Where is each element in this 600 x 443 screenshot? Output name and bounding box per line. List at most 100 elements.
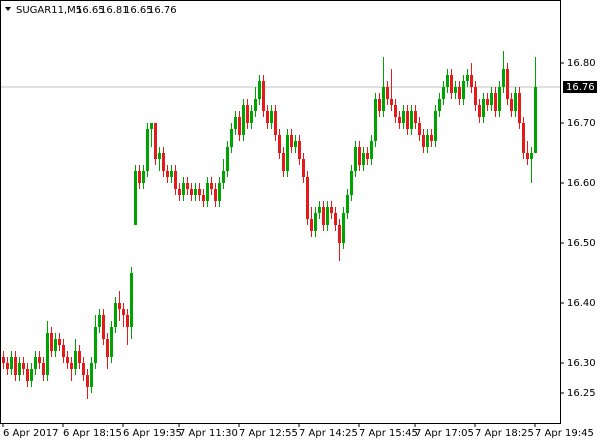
candle-body (534, 87, 537, 153)
y-tick-label: 16.30 (567, 358, 596, 369)
candle-body (502, 69, 505, 87)
candle-body (18, 363, 21, 375)
candle-body (106, 339, 109, 357)
candle-body (138, 171, 141, 183)
candle-body (394, 105, 397, 117)
candle-body (426, 135, 429, 147)
x-tick-label: 7 Apr 12:55 (239, 428, 298, 439)
candle-body (42, 363, 45, 375)
candle-body (178, 189, 181, 195)
candle-body (6, 363, 9, 369)
candle-body (258, 81, 261, 99)
candle-body (102, 315, 105, 339)
candle-body (306, 177, 309, 219)
candle-body (298, 141, 301, 159)
candle-body (222, 171, 225, 183)
candle-body (162, 153, 165, 171)
candle-body (442, 87, 445, 99)
candle-body (342, 213, 345, 243)
header-value: 16.65 (124, 5, 153, 16)
current-price-label: 16.76 (566, 82, 595, 93)
candle-body (62, 345, 65, 357)
current-price-box (563, 81, 597, 93)
candle-body (454, 87, 457, 93)
candle-body (410, 111, 413, 129)
candle-body (418, 123, 421, 135)
candle-body (170, 171, 173, 177)
candle-body (374, 99, 377, 141)
candle-body (66, 357, 69, 363)
candle-body (358, 147, 361, 165)
candle-body (238, 117, 241, 135)
candle-body (290, 135, 293, 147)
x-tick-label: 7 Apr 19:45 (535, 428, 594, 439)
candle-body (378, 99, 381, 111)
candle-body (262, 81, 265, 111)
candle-body (230, 129, 233, 147)
header-value: 16.81 (100, 5, 129, 16)
candle-body (370, 141, 373, 159)
candle-body (30, 369, 33, 381)
candle-body (246, 105, 249, 123)
candle-body (310, 219, 313, 231)
x-tick-label: 6 Apr 18:15 (63, 428, 122, 439)
candle-body (2, 357, 5, 363)
candle-body (386, 87, 389, 99)
candle-body (186, 183, 189, 189)
y-tick-label: 16.60 (567, 178, 596, 189)
x-tick-label: 7 Apr 14:25 (299, 428, 358, 439)
candle-body (142, 171, 145, 183)
candle-body (474, 87, 477, 105)
candle-body (530, 153, 533, 159)
candle-body (234, 117, 237, 129)
candle-body (114, 303, 117, 327)
candle-body (126, 315, 129, 327)
candle-body (362, 153, 365, 165)
candle-body (522, 123, 525, 153)
candle-body (190, 189, 193, 195)
candle-body (398, 117, 401, 123)
candle-body (194, 189, 197, 195)
candle-body (210, 183, 213, 189)
candle-body (346, 195, 349, 213)
candle-body (274, 111, 277, 135)
candle-body (406, 111, 409, 129)
x-tick-label: 7 Apr 15:45 (359, 428, 418, 439)
candle-body (58, 339, 61, 345)
candle-body (250, 111, 253, 123)
y-tick-label: 16.50 (567, 238, 596, 249)
candle-body (154, 123, 157, 159)
candle-body (158, 153, 161, 159)
candle-body (54, 339, 57, 351)
candle-body (286, 135, 289, 171)
candle-body (174, 171, 177, 189)
x-tick-label: 7 Apr 17:05 (415, 428, 474, 439)
candle-body (94, 327, 97, 363)
x-tick-label: 7 Apr 11:30 (179, 428, 238, 439)
candle-body (242, 105, 245, 135)
candle-body (226, 147, 229, 171)
candle-body (86, 375, 89, 387)
candle-body (478, 105, 481, 117)
candle-body (318, 207, 321, 213)
candle-body (506, 69, 509, 99)
candle-body (518, 93, 521, 123)
candle-body (254, 99, 257, 111)
candle-body (338, 225, 341, 243)
y-tick-label: 16.80 (567, 58, 596, 69)
candle-body (314, 213, 317, 231)
candle-body (350, 171, 353, 195)
candle-body (150, 123, 153, 129)
candle-body (466, 75, 469, 81)
candle-body (46, 333, 49, 375)
candle-body (402, 111, 405, 123)
candle-body (266, 111, 269, 123)
candle-body (90, 363, 93, 387)
candle-body (414, 111, 417, 123)
candle-body (82, 363, 85, 375)
candle-body (70, 363, 73, 369)
candle-body (422, 135, 425, 147)
x-tick-label: 7 Apr 18:25 (475, 428, 534, 439)
